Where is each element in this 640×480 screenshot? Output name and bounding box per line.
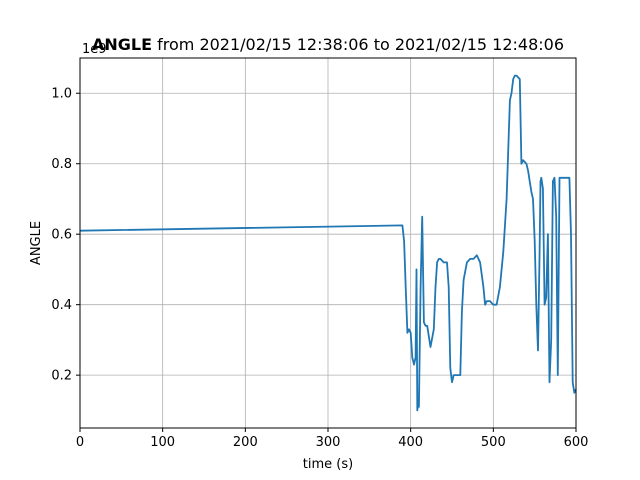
x-tick-label: 600	[564, 435, 589, 450]
y-offset-label: 1e9	[82, 42, 107, 57]
x-tick-label: 500	[481, 435, 506, 450]
ticks: 0 100 200 300 400 500 600 0.2 0.4 0.6 0.8 1.0	[51, 87, 588, 450]
plot-area	[79, 74, 577, 412]
title-bold-part: ANGLE	[92, 35, 152, 54]
title-rest-part: from 2021/02/15 12:38:06 to 2021/02/15 1…	[152, 35, 564, 54]
x-tick-label: 0	[76, 435, 84, 450]
y-tick-label: 1.0	[51, 87, 72, 102]
series-line	[79, 74, 577, 412]
x-tick-label: 200	[233, 435, 258, 450]
x-axis-label: time (s)	[303, 457, 353, 472]
y-tick-label: 0.6	[51, 228, 72, 243]
y-tick-label: 0.4	[51, 298, 72, 313]
chart-title: ANGLE from 2021/02/15 12:38:06 to 2021/0…	[92, 35, 564, 54]
y-tick-label: 0.2	[51, 369, 72, 384]
y-axis-label: ANGLE	[29, 221, 44, 265]
x-tick-label: 100	[150, 435, 175, 450]
grid	[79, 58, 577, 428]
y-tick-label: 0.8	[51, 157, 72, 172]
x-tick-label: 300	[316, 435, 341, 450]
x-tick-label: 400	[398, 435, 423, 450]
